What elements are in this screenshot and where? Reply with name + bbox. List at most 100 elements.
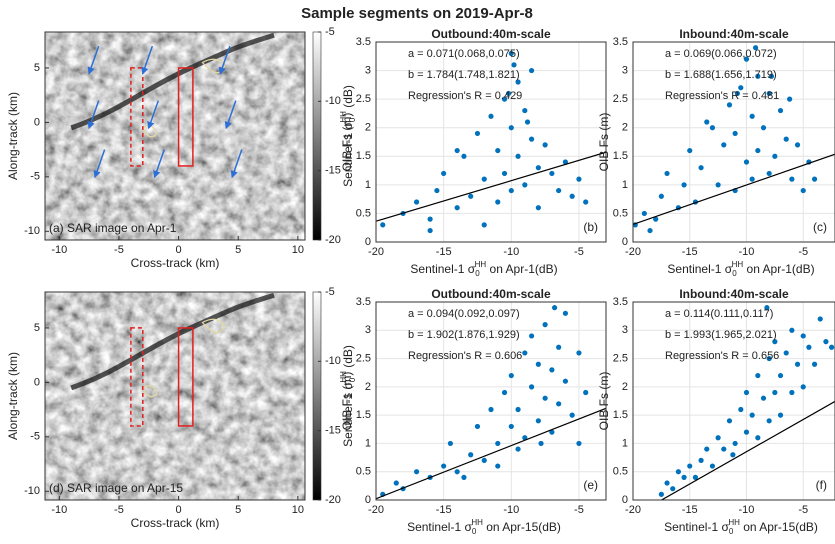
fit-annotation: Regression's R = 0.656 [665, 350, 779, 362]
point [800, 384, 806, 390]
point [800, 187, 806, 194]
colorbar-label-sub: 0 [348, 377, 357, 382]
y-tick-label: 2 [622, 122, 628, 134]
point [743, 429, 750, 435]
y-tick-label: 1 [365, 179, 371, 191]
point [569, 193, 575, 199]
point [658, 193, 664, 199]
point [772, 153, 778, 159]
flow-arrow [230, 149, 243, 179]
y-tick-label: 0.5 [356, 466, 371, 478]
point [777, 412, 784, 418]
y-tick-label: 3 [622, 64, 628, 76]
point [823, 339, 829, 345]
x-axis-label-text: Sentinel-1 σ [667, 262, 732, 276]
y-tick-label: 5 [34, 62, 40, 74]
point [380, 222, 386, 228]
fit-annotation: a = 0.071(0.068,0.075) [408, 48, 520, 60]
x-axis-label: Sentinel-1 σ0HH on Apr-1(dB) [410, 260, 557, 278]
axes-box [44, 31, 306, 241]
plot-area [376, 302, 606, 500]
flow-arrow [87, 45, 100, 75]
y-axis-label: OIB Fs (m) [597, 113, 611, 172]
point [664, 480, 670, 486]
point [488, 113, 494, 119]
track-box-dashed [130, 67, 144, 167]
x-tick-label: -5 [114, 504, 124, 516]
colorbar-tick-label: -10 [325, 355, 341, 367]
point [777, 372, 784, 379]
point [508, 187, 514, 194]
y-axis-label: Along-track (km) [6, 92, 20, 180]
points [376, 50, 606, 234]
colorbar [312, 31, 322, 241]
x-axis-label-tail: on Apr-15(dB) [483, 520, 561, 534]
point [549, 429, 555, 435]
points [633, 45, 835, 234]
point [687, 463, 693, 469]
colorbar-label: Sentinel-1 σ0HH (dB) [339, 85, 357, 187]
point [709, 463, 716, 469]
colorbar-label-text: Sentinel-1 σ [341, 382, 355, 447]
point [538, 440, 544, 447]
point [501, 389, 508, 396]
fit-annotation: a = 0.094(0.092,0.097) [408, 308, 520, 320]
point [542, 395, 548, 401]
colorbar-tick-label: -10 [325, 95, 341, 107]
x-tick-label: -5 [114, 244, 124, 256]
point [721, 446, 727, 452]
point [522, 107, 528, 114]
y-tick-label: 2 [622, 381, 628, 393]
y-tick-label: 1 [622, 179, 628, 191]
point [511, 62, 517, 68]
point [749, 412, 755, 418]
point [495, 463, 501, 469]
fit-annotation: Regression's R = 0.606 [408, 350, 522, 362]
caption: (d) SAR image on Apr-15 [49, 481, 183, 495]
plot-area [633, 42, 835, 242]
x-axis-label-sub: 0 [732, 269, 737, 278]
point [698, 457, 704, 463]
x-tick-label: -5 [574, 246, 584, 258]
x-axis-label: Sentinel-1 σ0HH on Apr-1(dB) [667, 260, 814, 278]
point [515, 406, 521, 413]
point [576, 176, 582, 182]
point [664, 170, 670, 177]
point [461, 474, 467, 480]
point [515, 446, 521, 452]
point [528, 384, 535, 390]
point [454, 147, 460, 154]
point [461, 153, 467, 159]
point [752, 45, 759, 51]
x-tick-label: 0 [176, 504, 182, 516]
point [732, 440, 738, 447]
y-tick-label: 0 [365, 494, 371, 506]
y-tick-label: 0 [34, 376, 40, 388]
point [794, 361, 801, 367]
point [681, 474, 687, 480]
point [474, 423, 481, 430]
panel-title: Inbound:40m-scale [679, 287, 789, 301]
point [811, 176, 818, 182]
point [766, 418, 772, 424]
point [542, 142, 548, 148]
point [730, 452, 736, 458]
x-tick-label: -5 [574, 504, 584, 516]
x-tick-label: -10 [51, 244, 67, 256]
point [488, 406, 494, 413]
point [734, 90, 741, 97]
flow-arrow [93, 149, 106, 179]
colorbar-label-tail: (dB) [341, 85, 355, 111]
x-axis-label-sub: 0 [729, 527, 734, 536]
point [715, 182, 721, 188]
point [768, 73, 775, 79]
point [515, 153, 521, 159]
point [427, 216, 433, 222]
point [556, 187, 562, 194]
point [434, 187, 440, 194]
point [524, 119, 531, 125]
x-tick-label: -15 [682, 246, 698, 258]
point [800, 333, 806, 339]
y-tick-label: 0 [34, 116, 40, 128]
